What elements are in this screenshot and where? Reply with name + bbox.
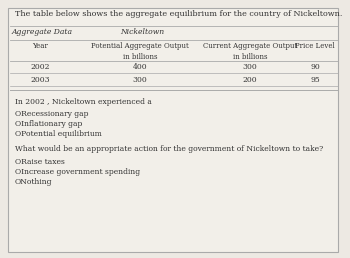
Text: 300: 300 (133, 76, 147, 84)
Text: OInflationary gap: OInflationary gap (15, 120, 82, 128)
Text: Aggregate Data: Aggregate Data (12, 28, 73, 36)
Text: OPotential equilibrium: OPotential equilibrium (15, 130, 102, 138)
Text: in billions: in billions (123, 53, 157, 61)
Text: ONothing: ONothing (15, 178, 52, 186)
Text: 2002: 2002 (30, 63, 50, 71)
Text: Nickeltown: Nickeltown (120, 28, 164, 36)
FancyBboxPatch shape (8, 8, 338, 252)
Text: 2003: 2003 (30, 76, 50, 84)
Text: ORecessionary gap: ORecessionary gap (15, 110, 89, 118)
Text: What would be an appropriate action for the government of Nickeltown to take?: What would be an appropriate action for … (15, 145, 323, 153)
Text: 95: 95 (310, 76, 320, 84)
Text: 400: 400 (133, 63, 147, 71)
Text: Year: Year (32, 42, 48, 50)
Text: Potential Aggregate Output: Potential Aggregate Output (91, 42, 189, 50)
Text: 90: 90 (310, 63, 320, 71)
Text: in billions: in billions (233, 53, 267, 61)
Text: 300: 300 (243, 63, 257, 71)
Text: Price Level: Price Level (295, 42, 335, 50)
Text: The table below shows the aggregate equilibrium for the country of Nickeltown.: The table below shows the aggregate equi… (15, 10, 342, 18)
Text: 200: 200 (243, 76, 257, 84)
Text: Current Aggregate Output: Current Aggregate Output (203, 42, 297, 50)
Text: OIncrease government spending: OIncrease government spending (15, 168, 140, 176)
Text: In 2002 , Nickeltown experienced a: In 2002 , Nickeltown experienced a (15, 98, 152, 106)
Text: ORaise taxes: ORaise taxes (15, 158, 65, 166)
